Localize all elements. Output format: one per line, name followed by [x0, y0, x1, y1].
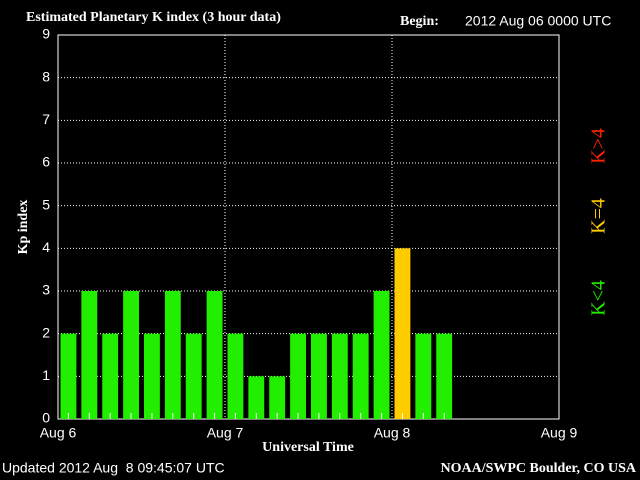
chart-title: Estimated Planetary K index (3 hour data… [26, 10, 281, 25]
y-tick-label: 5 [42, 196, 50, 212]
y-tick-label: 3 [42, 282, 50, 298]
bar [60, 333, 77, 419]
bar [164, 291, 181, 419]
bar [185, 333, 202, 419]
bar [269, 376, 286, 419]
y-tick-label: 9 [42, 26, 50, 42]
bar [415, 333, 432, 419]
bar [373, 291, 390, 419]
x-tick-label: Aug 6 [40, 425, 77, 441]
x-axis-label: Universal Time [262, 440, 354, 455]
bar [248, 376, 265, 419]
bar [352, 333, 369, 419]
legend-label: K>4 [588, 128, 610, 164]
y-tick-label: 2 [42, 324, 50, 340]
y-axis-label: Kp index [16, 200, 31, 255]
x-tick-label: Aug 7 [207, 425, 244, 441]
bar [436, 333, 453, 419]
plot-frame [57, 34, 560, 420]
y-tick-label: 8 [42, 68, 50, 84]
bar [206, 291, 223, 419]
legend-label: K<4 [588, 280, 610, 316]
bar [331, 333, 348, 419]
y-tick-label: 0 [42, 410, 50, 426]
bar [123, 291, 139, 419]
credit: NOAA/SWPC Boulder, CO USA [440, 461, 636, 476]
legend-label: K=4 [588, 198, 610, 234]
y-tick-label: 1 [42, 367, 50, 383]
bar [81, 291, 98, 419]
begin-label: Begin: [400, 14, 439, 29]
bar [144, 333, 160, 419]
y-tick-label: 6 [42, 154, 50, 170]
x-tick-label: Aug 8 [374, 425, 411, 441]
bar [394, 248, 411, 419]
bar [227, 333, 244, 419]
updated: Updated 2012 Aug 8 09:45:07 UTC [2, 460, 225, 476]
x-tick-label: Aug 9 [541, 425, 578, 441]
bar [102, 333, 119, 419]
bar [290, 333, 306, 419]
begin-value: 2012 Aug 06 0000 UTC [465, 13, 611, 29]
y-tick-label: 4 [42, 239, 50, 255]
y-tick-label: 7 [42, 111, 50, 127]
bar [311, 333, 327, 419]
